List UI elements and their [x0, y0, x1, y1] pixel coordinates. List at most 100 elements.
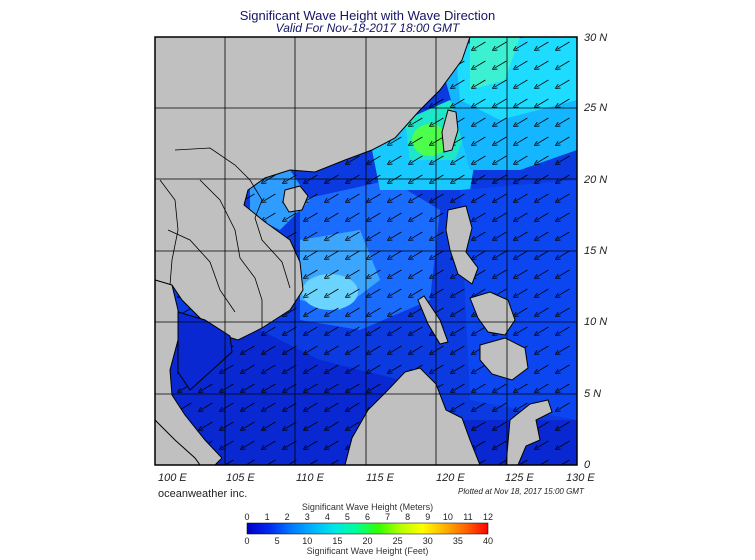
wave-direction-arrow — [494, 193, 507, 201]
wave-direction-arrow — [263, 364, 276, 372]
wave-direction-arrow — [536, 41, 549, 49]
wave-direction-arrow — [557, 60, 570, 68]
wave-direction-arrow — [494, 117, 507, 125]
lon-label-125e: 125 E — [505, 472, 534, 484]
wave-direction-arrow — [368, 345, 381, 353]
wave-direction-arrow — [494, 136, 507, 144]
wave-direction-arrow — [473, 79, 486, 87]
wave-direction-arrow — [221, 440, 234, 448]
wave-direction-arrow — [536, 79, 549, 87]
wave-direction-arrow — [473, 231, 486, 239]
wave-direction-arrow — [452, 345, 465, 353]
wave-direction-arrow — [452, 155, 465, 163]
land-masses — [155, 37, 553, 465]
wave-direction-arrow — [515, 98, 528, 106]
wave-direction-arrow — [326, 269, 339, 277]
wave-direction-arrow — [347, 269, 360, 277]
wave-direction-arrow — [263, 345, 276, 353]
wave-direction-arrow — [347, 155, 360, 163]
wave-direction-arrow — [263, 326, 276, 334]
wave-direction-arrow — [494, 79, 507, 87]
wave-direction-arrow — [557, 383, 570, 391]
wave-direction-arrow — [473, 326, 486, 334]
lat-label-5n: 5 N — [584, 388, 602, 400]
wave-direction-arrow — [389, 212, 402, 220]
wave-direction-arrow — [410, 212, 423, 220]
colorbar-feet-tick: 5 — [274, 536, 280, 546]
wave-direction-arrow — [452, 193, 465, 201]
wave-direction-arrow — [431, 288, 444, 296]
colorbar-feet-tick: 25 — [392, 536, 403, 546]
wave-direction-arrow — [557, 212, 570, 220]
wave-direction-arrow — [431, 231, 444, 239]
wave-direction-arrow — [536, 231, 549, 239]
wave-direction-arrow — [410, 155, 423, 163]
wave-direction-arrow — [452, 402, 465, 410]
wave-direction-arrow — [473, 60, 486, 68]
wave-direction-arrow — [494, 440, 507, 448]
lon-label-130e: 130 E — [566, 472, 595, 484]
wave-direction-arrow — [347, 402, 360, 410]
wave-direction-arrow — [200, 421, 213, 429]
wave-direction-arrow — [557, 193, 570, 201]
wave-direction-arrow — [284, 402, 297, 410]
wave-direction-arrow — [557, 41, 570, 49]
wave-direction-arrow — [494, 98, 507, 106]
wave-direction-arrow — [557, 136, 570, 144]
wave-direction-arrow — [305, 421, 318, 429]
wave-direction-arrow — [557, 79, 570, 87]
wave-direction-arrow — [326, 440, 339, 448]
wave-direction-arrow — [368, 288, 381, 296]
wave-direction-arrow — [221, 364, 234, 372]
wave-direction-arrow — [305, 440, 318, 448]
colorbar-feet-tick: 15 — [332, 536, 343, 546]
lat-label-15n: 15 N — [584, 245, 608, 257]
wave-direction-arrow — [536, 269, 549, 277]
wave-direction-arrow — [494, 231, 507, 239]
colorbar-meter-tick: 5 — [344, 512, 350, 522]
wave-direction-arrow — [200, 402, 213, 410]
colorbar-title-meters: Significant Wave Height (Meters) — [301, 502, 434, 512]
wave-direction-arrow — [347, 307, 360, 315]
wave-direction-arrow — [389, 136, 402, 144]
wave-direction-arrow — [263, 459, 276, 465]
wave-direction-arrow — [326, 364, 339, 372]
wave-direction-arrow — [389, 364, 402, 372]
wave-direction-arrow — [431, 345, 444, 353]
wave-direction-arrow — [368, 383, 381, 391]
wave-direction-arrow — [431, 364, 444, 372]
brand-label: oceanweather inc. — [158, 488, 248, 500]
wave-direction-arrow — [389, 345, 402, 353]
wave-direction-arrow — [263, 421, 276, 429]
wave-direction-arrow — [368, 250, 381, 258]
lat-label-25n: 25 N — [584, 102, 608, 114]
wave-direction-arrow — [347, 364, 360, 372]
wave-direction-arrow — [557, 440, 570, 448]
colorbar-meter-tick: 7 — [385, 512, 391, 522]
wave-direction-arrow — [515, 117, 528, 125]
wave-direction-arrow — [452, 364, 465, 372]
wave-direction-arrow — [305, 231, 318, 239]
wave-direction-arrow — [557, 402, 570, 410]
wave-height-colorbar — [246, 522, 489, 535]
wave-direction-arrow — [263, 212, 276, 220]
wave-direction-arrow — [515, 402, 528, 410]
wave-direction-arrow — [326, 212, 339, 220]
wave-direction-arrow — [515, 307, 528, 315]
colorbar-meter-tick: 6 — [364, 512, 371, 522]
wave-direction-arrow — [473, 41, 486, 49]
wave-direction-arrow — [347, 250, 360, 258]
colorbar-meter-tick: 9 — [425, 512, 431, 522]
wave-direction-arrow — [536, 383, 549, 391]
wave-direction-arrow — [473, 193, 486, 201]
wave-direction-arrow — [368, 326, 381, 334]
wave-direction-arrow — [536, 440, 549, 448]
wave-direction-arrow — [515, 155, 528, 163]
wave-direction-arrow — [326, 231, 339, 239]
wave-direction-arrow — [494, 250, 507, 258]
wave-direction-arrow — [263, 440, 276, 448]
wave-direction-arrow — [494, 269, 507, 277]
wave-direction-arrow — [536, 288, 549, 296]
colorbar-meter-tick: 1 — [264, 512, 270, 522]
